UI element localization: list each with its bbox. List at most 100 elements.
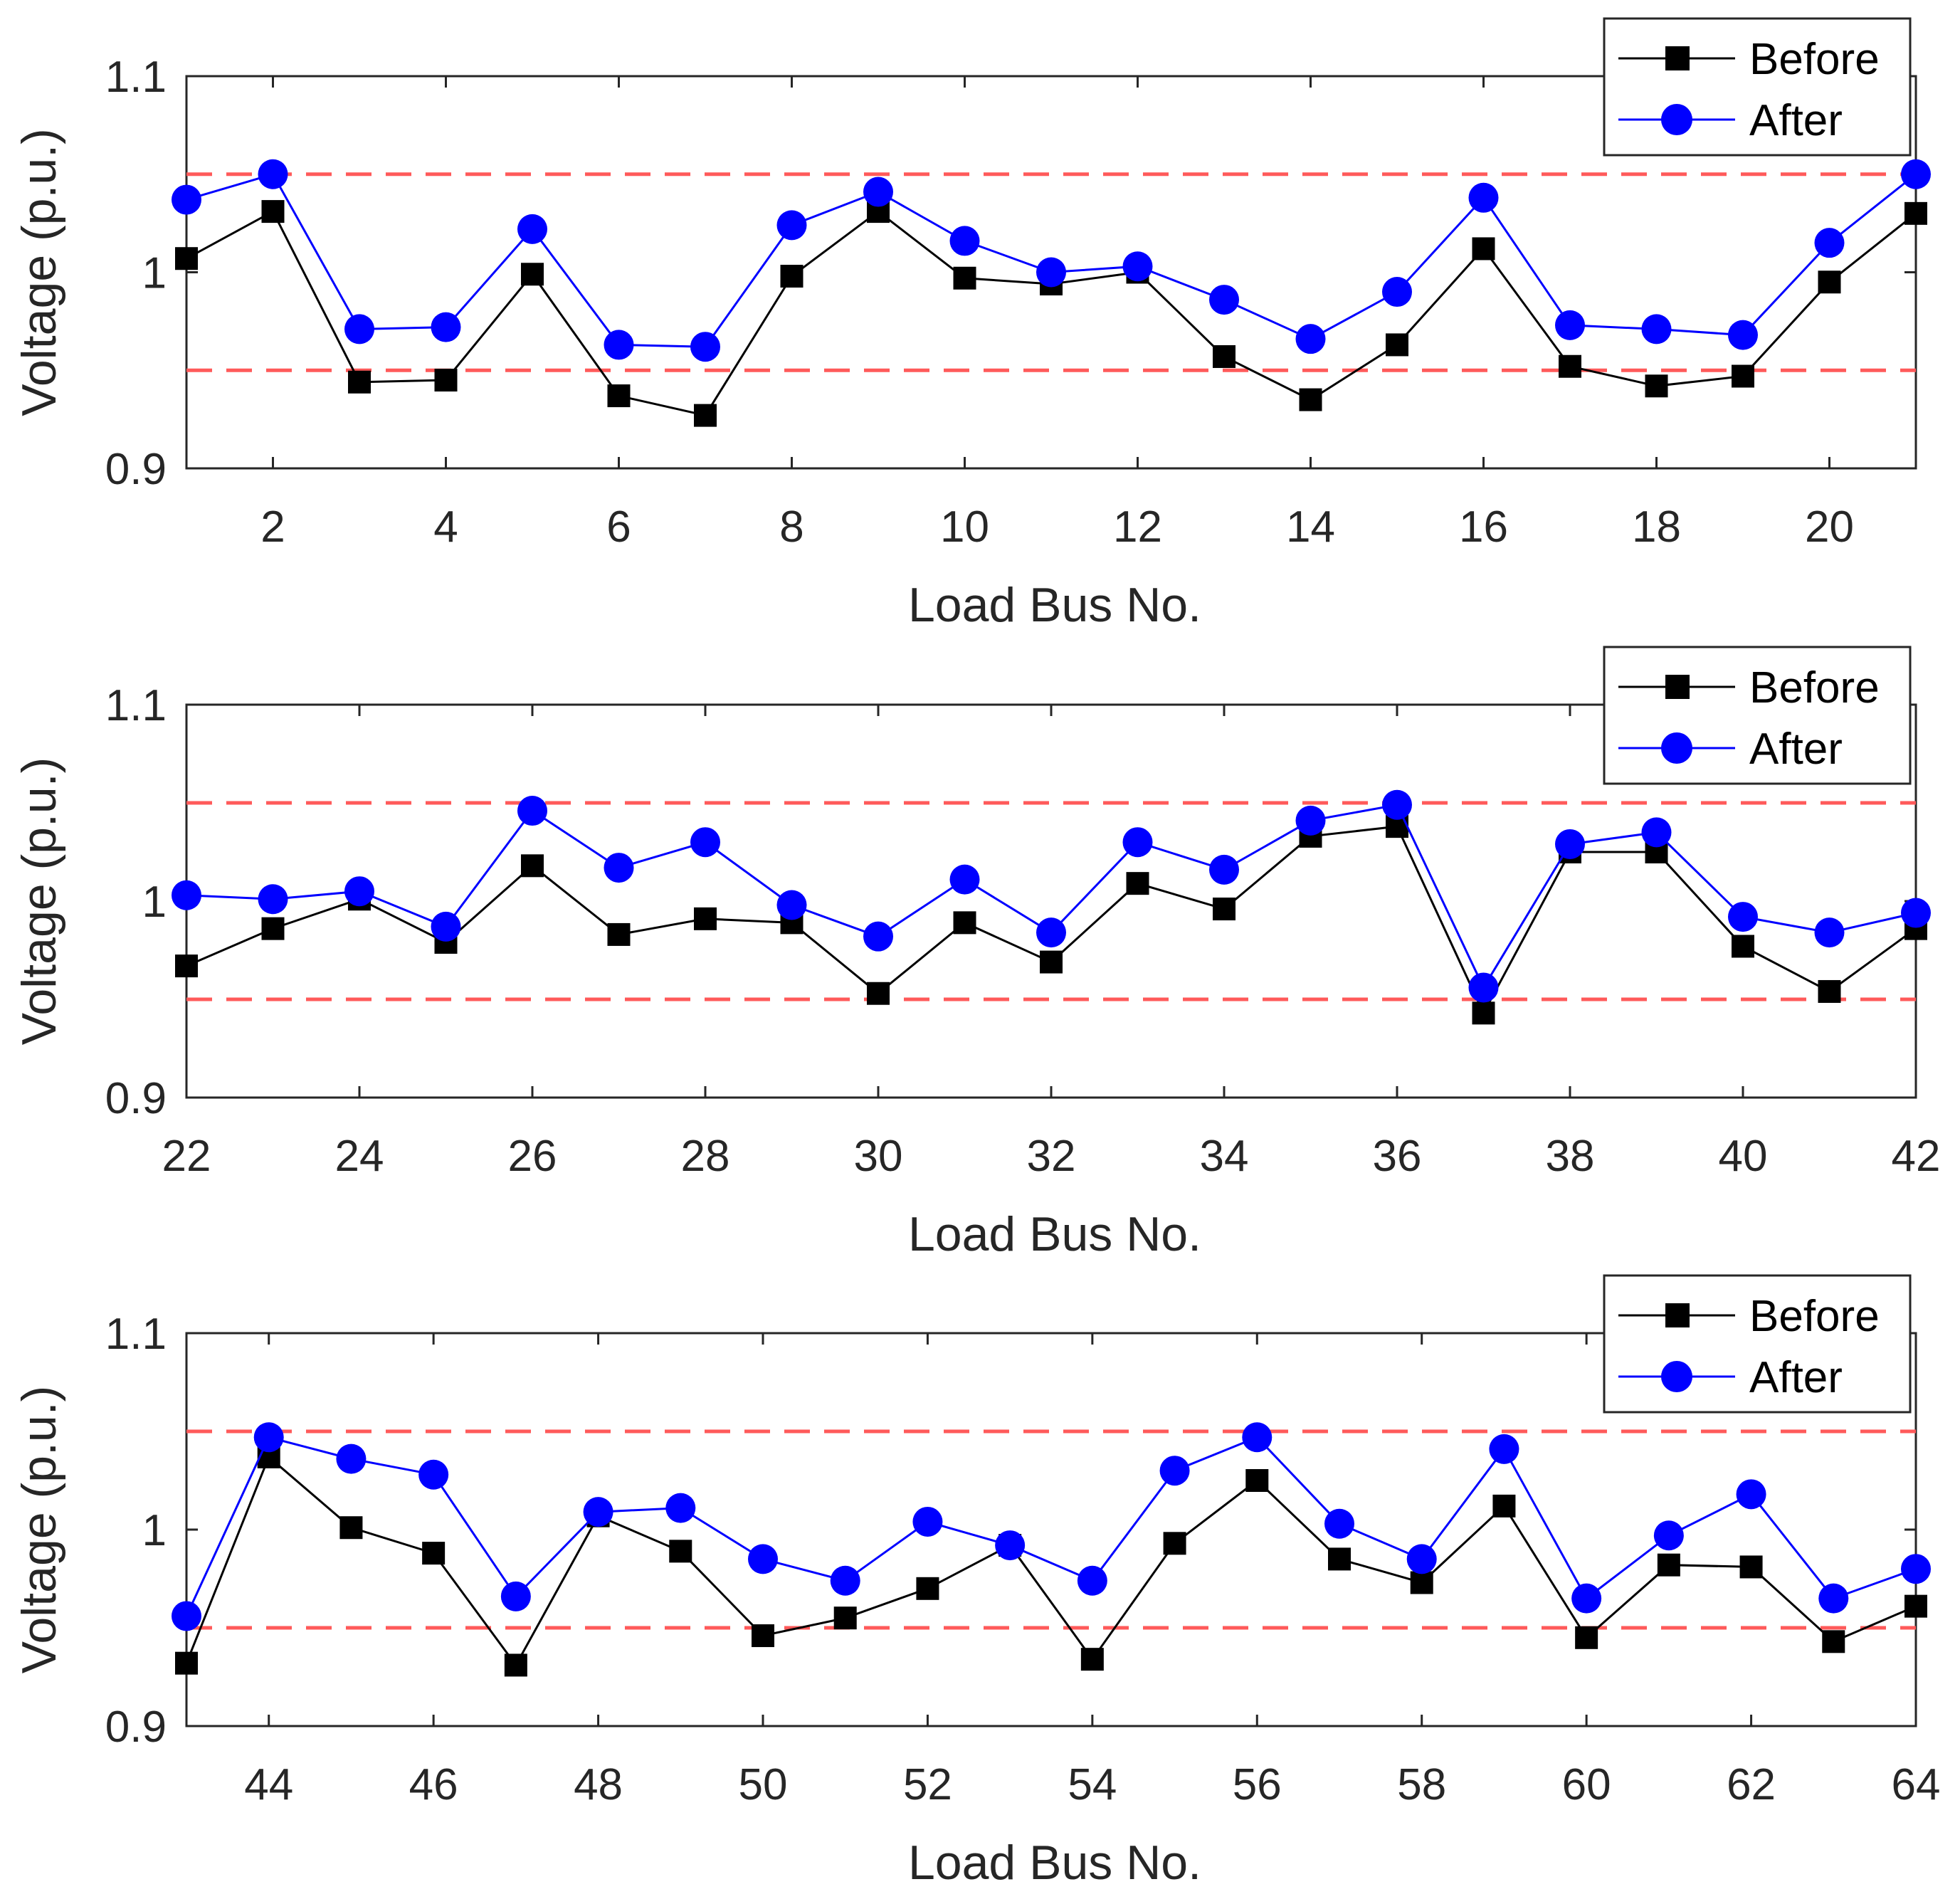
after-marker-bus-45 bbox=[336, 1443, 367, 1474]
y-tick-label: 1 bbox=[142, 1506, 167, 1555]
x-tick-label: 52 bbox=[903, 1760, 952, 1809]
legend-label-before: Before bbox=[1749, 35, 1880, 84]
before-marker-bus-60 bbox=[1575, 1626, 1598, 1649]
x-tick-label: 2 bbox=[260, 503, 285, 552]
before-marker-bus-45 bbox=[339, 1516, 363, 1540]
legend: Before After bbox=[1603, 17, 1912, 157]
x-tick-label: 18 bbox=[1632, 503, 1681, 552]
x-tick-label: 40 bbox=[1719, 1132, 1768, 1181]
after-marker-bus-24 bbox=[344, 876, 374, 907]
before-marker-bus-58 bbox=[1410, 1571, 1433, 1594]
before-marker-bus-37 bbox=[1472, 1001, 1495, 1025]
before-marker-bus-59 bbox=[1492, 1494, 1516, 1518]
x-tick-label: 32 bbox=[1027, 1132, 1076, 1181]
x-tick-label: 20 bbox=[1805, 503, 1854, 552]
x-tick-label: 64 bbox=[1892, 1760, 1941, 1809]
x-tick-label: 8 bbox=[779, 503, 804, 552]
after-marker-bus-8 bbox=[776, 210, 807, 241]
after-marker-bus-34 bbox=[1209, 854, 1239, 885]
after-marker-bus-9 bbox=[863, 177, 893, 207]
after-marker-bus-44 bbox=[253, 1422, 284, 1453]
before-marker-bus-40 bbox=[1732, 935, 1754, 958]
before-marker-bus-54 bbox=[1080, 1648, 1104, 1671]
after-marker-bus-41 bbox=[1814, 917, 1845, 948]
before-marker-bus-22 bbox=[175, 954, 198, 978]
x-tick-label: 6 bbox=[606, 503, 631, 552]
before-marker-bus-10 bbox=[953, 266, 976, 290]
before-marker-bus-13 bbox=[1213, 344, 1235, 368]
before-marker-bus-33 bbox=[1126, 872, 1149, 895]
y-tick-label: 1 bbox=[142, 249, 167, 298]
y-tick-label: 1.1 bbox=[105, 53, 167, 102]
legend-label-after: After bbox=[1749, 725, 1843, 774]
after-marker-bus-53 bbox=[995, 1530, 1026, 1561]
x-tick-label: 60 bbox=[1562, 1760, 1611, 1809]
after-marker-bus-32 bbox=[1036, 917, 1066, 948]
x-tick-label: 36 bbox=[1373, 1132, 1422, 1181]
after-marker-bus-3 bbox=[344, 314, 374, 344]
after-marker-bus-56 bbox=[1242, 1422, 1273, 1453]
after-marker-bus-43 bbox=[172, 1601, 201, 1631]
before-marker-bus-7 bbox=[694, 404, 717, 427]
legend-label-after: After bbox=[1749, 96, 1843, 145]
before-marker-bus-32 bbox=[1040, 950, 1063, 974]
after-marker-bus-42 bbox=[1901, 898, 1931, 928]
after-marker-bus-58 bbox=[1406, 1544, 1437, 1574]
before-marker-bus-20 bbox=[1818, 270, 1841, 294]
before-marker-bus-57 bbox=[1328, 1547, 1351, 1571]
after-marker-bus-20 bbox=[1814, 228, 1845, 258]
y-tick-label: 1 bbox=[142, 878, 167, 927]
after-marker-bus-13 bbox=[1209, 285, 1239, 315]
x-axis-label: Load Bus No. bbox=[908, 1836, 1201, 1890]
before-marker-bus-23 bbox=[261, 917, 285, 940]
after-marker-bus-39 bbox=[1641, 817, 1672, 848]
after-marker-bus-28 bbox=[690, 827, 720, 858]
x-tick-label: 62 bbox=[1727, 1760, 1776, 1809]
before-marker-bus-55 bbox=[1163, 1532, 1186, 1555]
x-tick-label: 34 bbox=[1200, 1132, 1249, 1181]
after-marker-bus-12 bbox=[1122, 251, 1153, 282]
after-marker-bus-47 bbox=[500, 1581, 531, 1611]
x-tick-label: 46 bbox=[409, 1760, 458, 1809]
after-marker-bus-48 bbox=[583, 1497, 613, 1527]
x-tick-label: 10 bbox=[940, 503, 989, 552]
x-tick-label: 22 bbox=[162, 1132, 211, 1181]
after-marker-bus-11 bbox=[1036, 257, 1066, 288]
after-marker-bus-61 bbox=[1653, 1520, 1684, 1551]
after-marker-bus-49 bbox=[665, 1493, 696, 1523]
before-marker-bus-15 bbox=[1386, 333, 1408, 357]
legend-marker-before bbox=[1665, 675, 1690, 699]
legend-box bbox=[1603, 17, 1912, 157]
series-line-after bbox=[185, 1436, 1917, 1617]
after-marker-bus-31 bbox=[949, 864, 980, 895]
before-marker-bus-49 bbox=[669, 1540, 692, 1563]
before-marker-bus-14 bbox=[1299, 388, 1322, 411]
before-marker-bus-4 bbox=[434, 369, 458, 392]
x-tick-label: 28 bbox=[681, 1132, 730, 1181]
x-tick-label: 54 bbox=[1068, 1760, 1117, 1809]
after-marker-bus-21 bbox=[1901, 159, 1931, 189]
legend-marker-after bbox=[1661, 732, 1692, 764]
before-marker-bus-27 bbox=[607, 922, 631, 946]
after-marker-bus-6 bbox=[604, 330, 634, 360]
before-marker-bus-18 bbox=[1645, 374, 1668, 398]
x-tick-label: 30 bbox=[854, 1132, 903, 1181]
after-marker-bus-10 bbox=[949, 226, 980, 256]
chart-panel-1: 0.9 1 1.1 2 4 6 8 10 12 14 16 18 20 Load Bus No. Volta… bbox=[12, 17, 1931, 632]
before-marker-bus-19 bbox=[1732, 364, 1754, 388]
after-marker-bus-54 bbox=[1077, 1565, 1107, 1596]
x-tick-label: 42 bbox=[1892, 1132, 1941, 1181]
y-axis-label: Voltage (p.u.) bbox=[12, 757, 66, 1045]
before-marker-bus-30 bbox=[867, 982, 890, 1005]
after-marker-bus-18 bbox=[1641, 314, 1672, 344]
before-marker-bus-8 bbox=[780, 265, 804, 288]
before-marker-bus-61 bbox=[1657, 1553, 1680, 1577]
after-marker-bus-37 bbox=[1468, 972, 1499, 1003]
before-marker-bus-63 bbox=[1822, 1630, 1845, 1653]
x-tick-label: 16 bbox=[1459, 503, 1508, 552]
before-marker-bus-21 bbox=[1904, 201, 1927, 225]
before-marker-bus-47 bbox=[504, 1653, 527, 1677]
x-tick-label: 38 bbox=[1546, 1132, 1595, 1181]
after-marker-bus-2 bbox=[258, 159, 288, 189]
